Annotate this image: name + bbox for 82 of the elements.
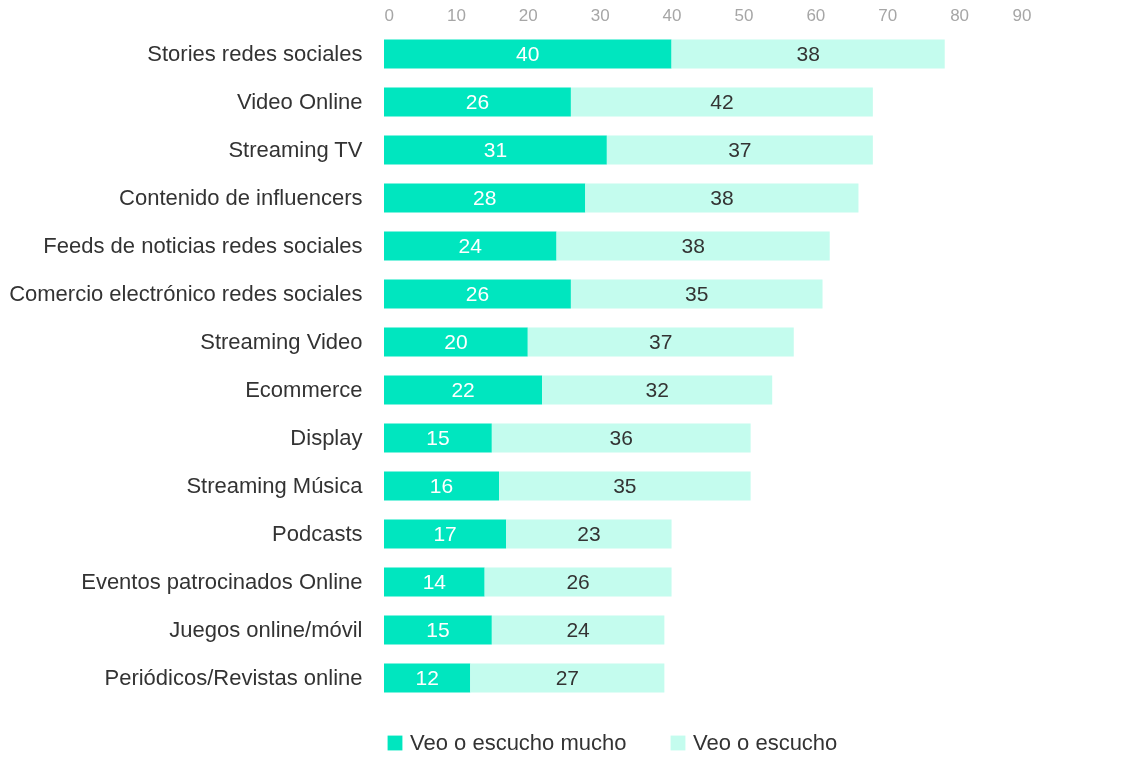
bar — [384, 519, 507, 549]
data-label: 26 — [465, 282, 490, 305]
bar — [470, 663, 665, 693]
y-tick-label: Video Online — [236, 89, 363, 114]
bar — [384, 39, 672, 69]
data-label: 26 — [566, 570, 590, 593]
bar — [585, 183, 859, 213]
bar — [671, 39, 945, 69]
data-label: 42 — [710, 90, 734, 113]
y-tick-label: Ecommerce — [245, 377, 363, 402]
y-tick-label: Podcasts — [272, 521, 363, 546]
x-tick-label: 70 — [878, 5, 898, 25]
data-label: 12 — [415, 666, 439, 689]
data-label: 16 — [429, 474, 454, 497]
y-tick-label: Juegos online/móvil — [169, 617, 363, 642]
data-label: 24 — [458, 234, 483, 257]
bar — [484, 567, 672, 597]
bar — [384, 567, 485, 597]
y-tick-label: Contenido de influencers — [119, 185, 363, 210]
bar — [491, 615, 665, 645]
bar — [570, 87, 873, 117]
x-tick-label: 10 — [446, 5, 466, 25]
bar — [499, 471, 751, 501]
x-tick-label: 0 — [384, 5, 394, 25]
bar — [384, 663, 471, 693]
data-label: 27 — [555, 666, 579, 689]
data-label: 28 — [472, 186, 497, 209]
data-label: 17 — [433, 522, 457, 545]
x-tick-label: 20 — [518, 5, 538, 25]
bar — [384, 375, 543, 405]
bar — [384, 471, 500, 501]
y-tick-label: Periódicos/Revistas online — [104, 665, 363, 690]
x-tick-label: 60 — [806, 5, 826, 25]
y-tick-label: Streaming Video — [200, 329, 363, 354]
data-label: 38 — [710, 186, 734, 209]
y-tick-label: Eventos patrocinados Online — [81, 569, 363, 594]
bar — [556, 231, 830, 261]
y-tick-label: Comercio electrónico redes sociales — [9, 281, 363, 306]
x-tick-label: 80 — [950, 5, 970, 25]
data-label: 37 — [728, 138, 752, 161]
data-label: 32 — [645, 378, 669, 401]
y-tick-label: Streaming Música — [186, 473, 364, 498]
data-label: 35 — [685, 282, 709, 305]
data-label: 14 — [422, 570, 447, 593]
legend-label: Veo o escucho — [693, 730, 838, 755]
data-label: 22 — [451, 378, 475, 401]
bar — [506, 519, 672, 549]
y-tick-label: Streaming TV — [228, 137, 363, 162]
y-tick-label: Display — [290, 425, 363, 450]
x-tick-label: 40 — [662, 5, 682, 25]
legend-label: Veo o escucho mucho — [410, 730, 627, 755]
bar — [527, 327, 794, 357]
data-label: 31 — [483, 138, 508, 161]
bar — [384, 135, 607, 165]
data-label: 37 — [649, 330, 673, 353]
x-tick-label: 90 — [1012, 5, 1032, 25]
bar — [570, 279, 823, 309]
data-label: 26 — [465, 90, 490, 113]
data-label: 15 — [426, 426, 450, 449]
x-tick-label: 30 — [590, 5, 610, 25]
data-label: 40 — [516, 42, 540, 65]
bar — [384, 279, 571, 309]
bar — [384, 423, 492, 453]
data-label: 24 — [566, 618, 591, 641]
bar — [384, 231, 557, 261]
bar — [384, 615, 492, 645]
data-label: 23 — [577, 522, 601, 545]
bar — [542, 375, 773, 405]
y-tick-label: Feeds de noticias redes sociales — [43, 233, 363, 258]
data-label: 36 — [609, 426, 633, 449]
x-tick-label: 50 — [734, 5, 754, 25]
data-label: 38 — [796, 42, 820, 65]
bar — [384, 327, 528, 357]
y-tick-label: Stories redes sociales — [147, 41, 363, 66]
bar — [384, 87, 571, 117]
bar — [491, 423, 751, 453]
bar — [384, 183, 586, 213]
data-label: 20 — [444, 330, 468, 353]
data-label: 35 — [613, 474, 637, 497]
data-label: 15 — [426, 618, 450, 641]
bar — [606, 135, 873, 165]
data-label: 38 — [681, 234, 705, 257]
